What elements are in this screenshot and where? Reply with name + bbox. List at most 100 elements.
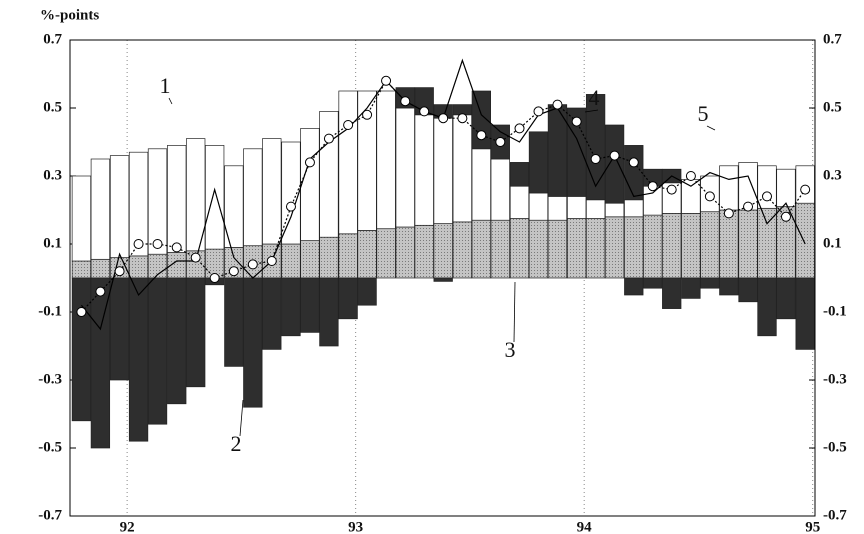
y-tick-label-right: -0.1: [823, 303, 847, 319]
bar: [452, 221, 473, 279]
bar: [205, 145, 225, 250]
bar: [186, 138, 206, 252]
bar: [567, 196, 587, 219]
marker: [533, 106, 544, 117]
bar: [71, 175, 92, 262]
bar: [224, 277, 244, 367]
bar: [604, 216, 625, 279]
marker: [228, 266, 239, 277]
bar: [281, 277, 301, 337]
marker: [133, 239, 144, 249]
x-tick-label: 95: [805, 519, 820, 534]
bar: [795, 277, 815, 350]
marker: [762, 191, 773, 202]
bar: [681, 179, 701, 214]
marker: [590, 154, 601, 164]
y-tick-label: -0.5: [38, 439, 62, 455]
bar: [719, 209, 739, 279]
marker: [800, 184, 811, 195]
bar: [147, 148, 168, 255]
marker: [438, 113, 449, 124]
bar: [300, 240, 320, 279]
bar: [281, 141, 301, 245]
y-tick-label: -0.7: [38, 507, 62, 523]
bar: [262, 277, 282, 350]
y-tick-label: -0.1: [38, 303, 62, 319]
bar: [681, 277, 701, 299]
marker: [457, 113, 468, 124]
leader: [706, 125, 716, 131]
bar: [395, 226, 415, 279]
bar: [738, 277, 758, 303]
marker: [114, 266, 125, 277]
annotation: 1: [160, 73, 171, 98]
annotation: 2: [231, 431, 242, 456]
y-tick-label-right: 0.5: [823, 99, 842, 115]
marker: [552, 99, 563, 110]
bar: [376, 228, 396, 279]
bar: [662, 213, 682, 279]
y-tick-label: 0.1: [43, 235, 62, 251]
marker: [780, 211, 791, 222]
bar: [433, 223, 453, 279]
y-tick-label: 0.7: [43, 31, 62, 47]
bar: [357, 90, 377, 231]
bar: [433, 117, 453, 224]
bar: [338, 90, 358, 235]
bar: [795, 202, 815, 279]
bar: [338, 233, 358, 279]
bar: [90, 258, 111, 279]
bar: [719, 165, 739, 211]
bar: [757, 277, 777, 337]
bar: [128, 277, 149, 442]
bar: [109, 277, 130, 381]
marker: [95, 286, 106, 297]
bar: [319, 111, 339, 238]
bar: [262, 138, 282, 245]
bar: [776, 277, 796, 320]
bar: [414, 224, 434, 279]
marker: [647, 181, 658, 192]
marker: [609, 150, 620, 161]
bar: [167, 145, 187, 253]
marker: [419, 106, 430, 117]
bar: [528, 192, 549, 221]
bar: [186, 277, 206, 388]
bar: [509, 185, 530, 219]
bar: [71, 260, 92, 279]
marker: [743, 201, 754, 212]
bar: [528, 219, 549, 279]
marker: [343, 120, 354, 130]
y-tick-label: -0.3: [38, 371, 62, 387]
marker: [571, 116, 582, 127]
y-tick-label-right: 0.3: [823, 167, 842, 183]
bar: [624, 199, 644, 218]
bar: [624, 216, 644, 279]
bar: [281, 243, 301, 279]
bar: [471, 148, 491, 221]
bar: [738, 209, 758, 279]
bar: [433, 277, 453, 282]
y-axis-label: %-points: [40, 7, 99, 23]
marker: [323, 133, 334, 144]
y-tick-label: 0.5: [43, 99, 62, 115]
bar: [604, 202, 625, 218]
annotation: 3: [505, 337, 516, 362]
marker: [704, 191, 715, 202]
bar: [414, 114, 434, 226]
annotation: 4: [589, 85, 600, 110]
marker: [76, 307, 87, 317]
marker: [209, 273, 220, 283]
y-tick-label-right: -0.7: [823, 507, 847, 523]
marker: [190, 252, 201, 263]
bar: [757, 165, 777, 209]
marker: [628, 157, 639, 168]
bar: [128, 255, 149, 279]
bar: [71, 277, 92, 422]
x-tick-label: 94: [577, 519, 593, 534]
bar: [528, 131, 549, 194]
bar: [300, 277, 320, 333]
marker: [723, 208, 734, 219]
leader: [239, 399, 244, 437]
leader: [584, 109, 599, 113]
